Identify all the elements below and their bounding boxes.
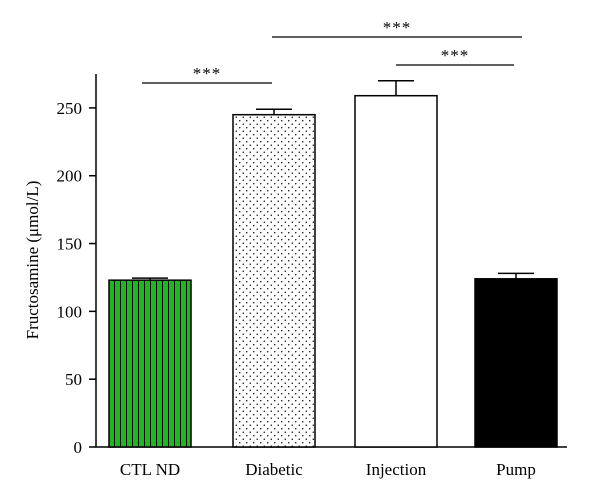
y-tick-label: 50	[65, 370, 82, 389]
bar-pump	[474, 278, 558, 448]
error-bars	[132, 80, 534, 281]
significance-label: ***	[441, 46, 470, 65]
x-tick-label: Diabetic	[245, 460, 303, 479]
y-tick-label: 100	[57, 302, 83, 321]
bars	[108, 94, 558, 448]
y-axis-label: Fructosamine (μmol/L)	[23, 181, 42, 340]
significance-brackets: *** *** ***	[142, 18, 522, 84]
y-tick-label: 250	[57, 99, 83, 118]
x-tick-label: Pump	[496, 460, 536, 479]
bar-ctl-nd	[108, 279, 192, 448]
x-tick-label: CTL ND	[120, 460, 180, 479]
y-tick-label: 150	[57, 235, 83, 254]
y-ticks: 0 50 100 150 200 250	[57, 99, 96, 457]
y-tick-label: 0	[74, 438, 83, 457]
y-tick-label: 200	[57, 167, 83, 186]
bar-diabetic	[232, 113, 316, 448]
x-tick-label: Injection	[366, 460, 427, 479]
x-tick-labels: CTL ND Diabetic Injection Pump	[120, 460, 536, 479]
significance-label: ***	[193, 64, 222, 83]
significance-label: ***	[383, 18, 412, 37]
bar-injection	[354, 94, 438, 448]
